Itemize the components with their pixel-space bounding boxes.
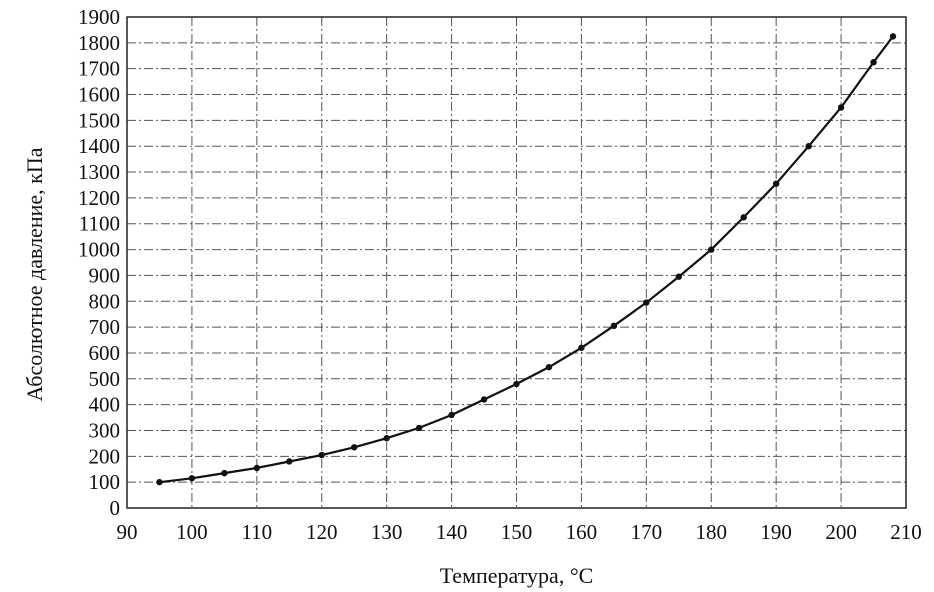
x-tick-label: 160 — [566, 520, 598, 544]
y-tick-label: 1300 — [78, 160, 120, 184]
y-tick-label: 0 — [110, 496, 121, 520]
y-tick-label: 500 — [89, 367, 121, 391]
data-point — [480, 396, 488, 403]
x-tick-label: 200 — [825, 520, 857, 544]
y-tick-label: 1400 — [78, 134, 120, 158]
data-point — [286, 458, 293, 465]
series-layer — [156, 33, 897, 486]
data-point — [643, 299, 650, 306]
data-point — [318, 451, 325, 459]
y-tick-label: 1100 — [79, 212, 120, 236]
y-tick-label: 100 — [89, 470, 121, 494]
data-point — [610, 322, 618, 330]
y-tick-label: 1800 — [78, 31, 120, 55]
data-point — [156, 478, 163, 486]
y-tick-label: 400 — [89, 393, 121, 417]
data-point — [837, 104, 845, 111]
data-point — [545, 363, 553, 371]
x-tick-label: 120 — [306, 520, 338, 544]
y-tick-label: 1200 — [78, 186, 120, 210]
plot-frame — [126, 16, 907, 509]
data-point — [889, 33, 897, 40]
data-point — [415, 424, 423, 432]
data-point — [513, 380, 520, 388]
data-point — [188, 475, 196, 482]
data-point — [870, 59, 877, 66]
y-tick-label: 200 — [89, 444, 121, 468]
y-tick-label: 1900 — [78, 5, 120, 29]
data-point — [805, 143, 812, 150]
x-tick-label: 170 — [631, 520, 663, 544]
y-axis: 0100200300400500600700800900100011001200… — [78, 5, 120, 520]
data-point — [253, 464, 261, 472]
x-tick-label: 190 — [760, 520, 792, 544]
x-tick-label: 130 — [371, 520, 403, 544]
x-tick-label: 100 — [176, 520, 208, 544]
y-tick-label: 1700 — [78, 57, 120, 81]
data-point — [772, 180, 780, 187]
data-point — [708, 246, 715, 253]
y-axis-title: Абсолютное давление, кПа — [22, 147, 47, 401]
data-point — [448, 411, 455, 419]
data-point — [383, 435, 390, 442]
data-point — [351, 444, 358, 451]
x-axis: 90 100 110 120 130 140 150 160 170 180 190 200 210 — [117, 520, 922, 544]
y-tick-label: 900 — [89, 263, 121, 287]
data-point — [578, 344, 585, 351]
y-tick-label: 1500 — [78, 108, 120, 132]
x-tick-label: 110 — [241, 520, 272, 544]
data-point — [221, 469, 228, 477]
data-point — [675, 273, 682, 280]
x-axis-title: Температура, °С — [440, 563, 594, 588]
y-tick-label: 1000 — [78, 238, 120, 262]
x-tick-label: 140 — [436, 520, 468, 544]
y-tick-label: 300 — [89, 418, 121, 442]
x-tick-label: 180 — [696, 520, 728, 544]
y-tick-label: 600 — [89, 341, 121, 365]
x-tick-label: 150 — [501, 520, 533, 544]
data-point — [740, 214, 747, 221]
series-line — [159, 35, 894, 484]
y-tick-label: 700 — [89, 315, 121, 339]
x-tick-label: 90 — [117, 520, 138, 544]
y-tick-label: 1600 — [78, 83, 120, 107]
grid — [127, 17, 906, 508]
y-tick-label: 800 — [89, 289, 121, 313]
x-tick-label: 210 — [890, 520, 922, 544]
